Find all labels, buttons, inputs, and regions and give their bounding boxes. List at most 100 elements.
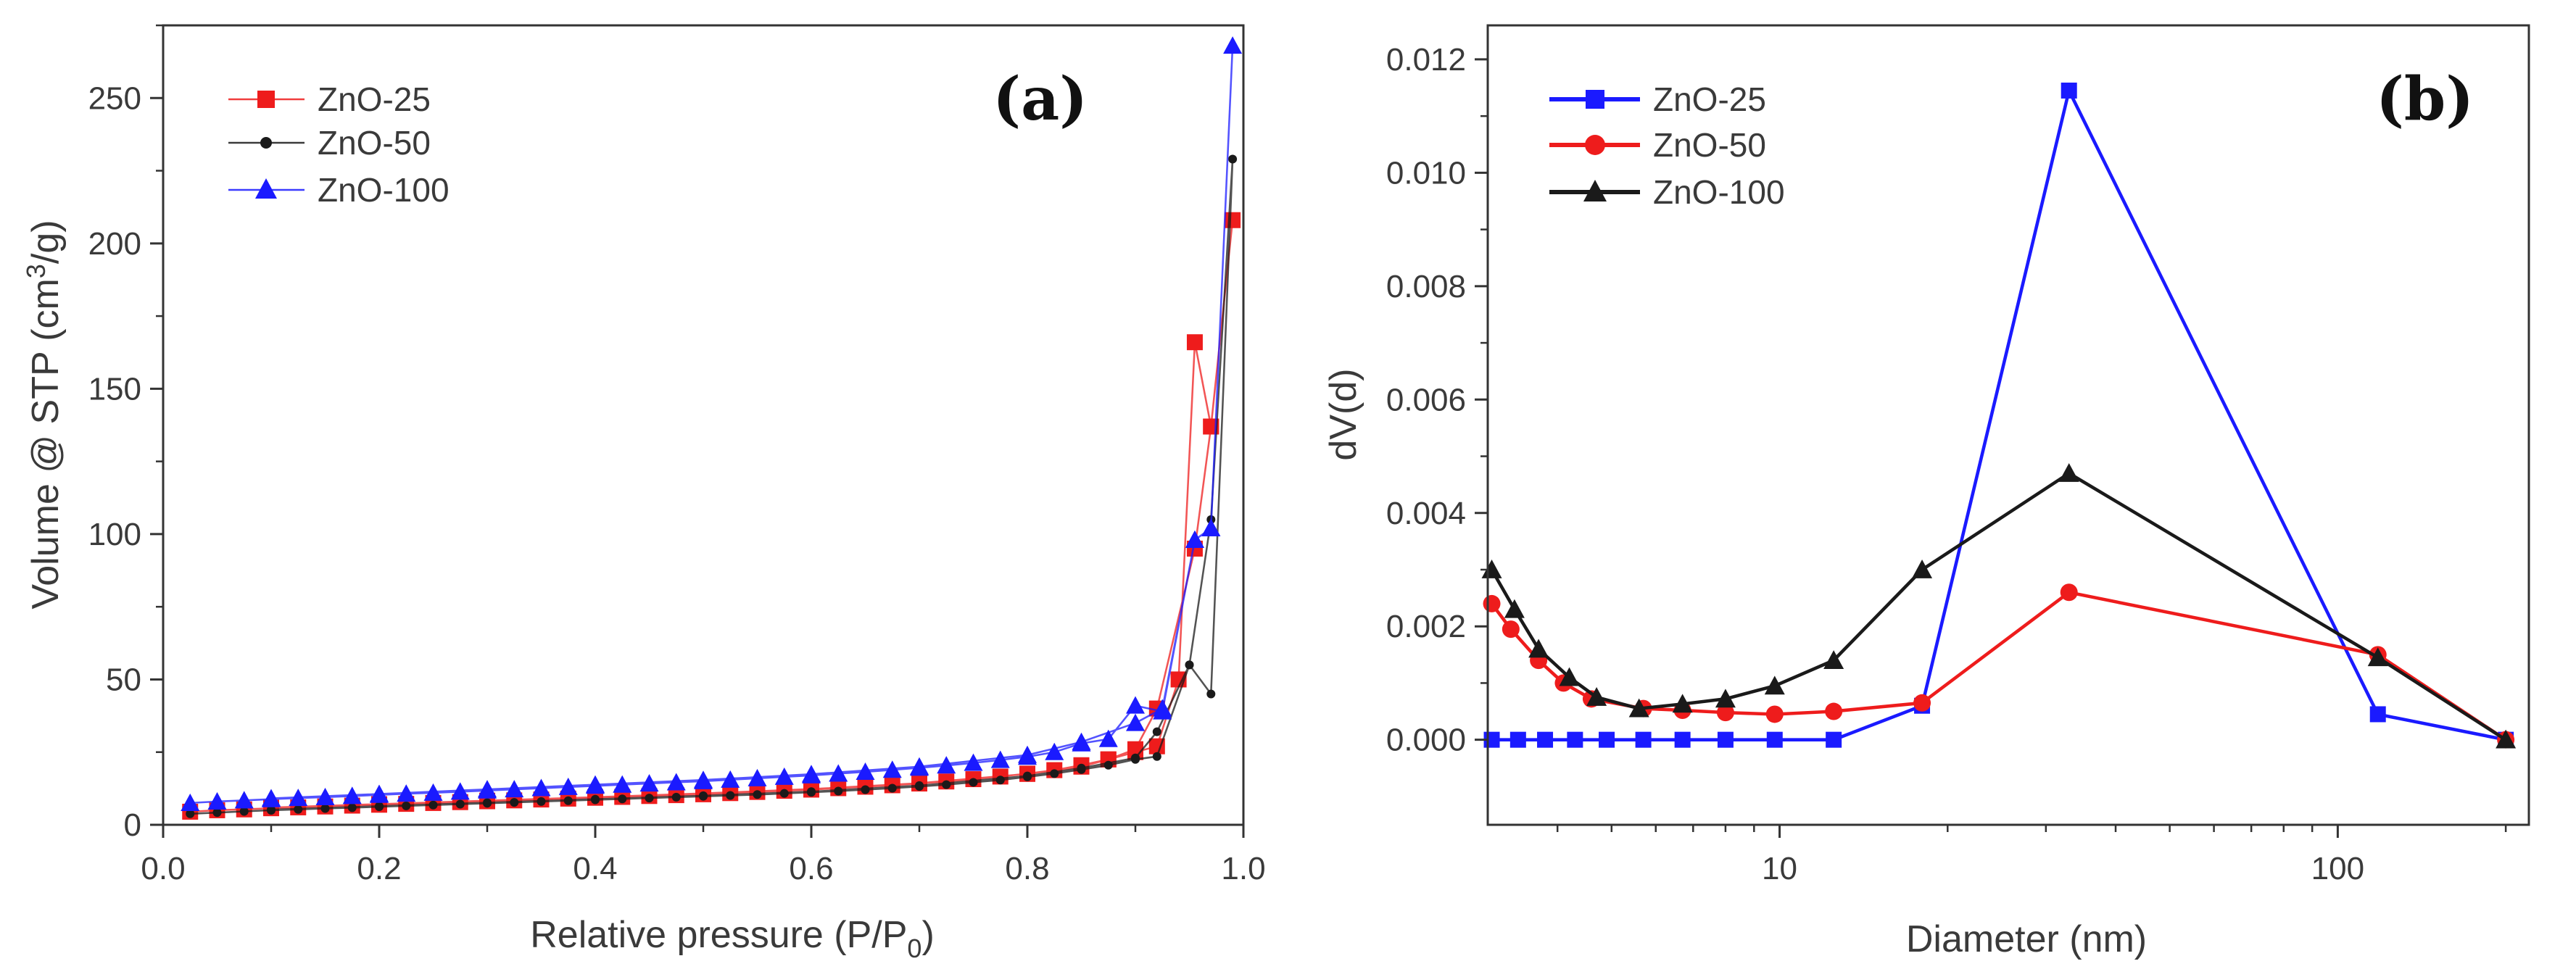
data-point [699, 791, 708, 800]
data-point [1912, 559, 1933, 578]
data-point [964, 753, 983, 771]
data-point [1186, 334, 1203, 351]
data-point [1023, 771, 1032, 781]
data-point [586, 775, 605, 793]
data-point [315, 787, 335, 805]
data-point [397, 784, 416, 802]
data-point [887, 783, 897, 793]
data-point [1509, 731, 1526, 748]
data-point [1018, 745, 1037, 763]
data-point [239, 807, 249, 816]
legend-label: ZnO-50 [1653, 126, 1766, 164]
legend-marker-triangle [1583, 180, 1607, 201]
y-tick-label: 0.010 [1386, 155, 1466, 191]
data-point [2058, 462, 2079, 482]
data-point [753, 790, 762, 799]
data-point [1185, 660, 1194, 670]
data-point [294, 805, 303, 814]
data-point [694, 770, 713, 789]
y-tick-label: 0 [124, 807, 141, 843]
data-point [1528, 639, 1549, 658]
data-point [1126, 696, 1145, 714]
x-tick-label: 0.8 [1005, 851, 1049, 886]
data-point [1599, 731, 1615, 748]
data-point [1152, 752, 1161, 761]
data-point [834, 786, 843, 796]
data-point [1131, 753, 1140, 762]
data-point [2061, 82, 2077, 99]
legend-label: ZnO-25 [318, 80, 431, 118]
data-point [1628, 698, 1649, 718]
data-point [618, 794, 627, 804]
data-point [2060, 583, 2078, 602]
data-point [1098, 729, 1118, 747]
panel-b-legend: ZnO-25 ZnO-50 ZnO-100 [1549, 80, 1785, 211]
data-point [856, 762, 875, 781]
legend-marker-square [257, 91, 275, 108]
data-point [181, 793, 200, 811]
data-point [483, 798, 492, 807]
data-point [455, 799, 465, 809]
data-point [726, 791, 735, 800]
series-zno-25 [182, 212, 1241, 820]
data-point [1153, 699, 1172, 717]
data-point [645, 794, 654, 803]
data-point [591, 794, 600, 804]
legend-label: ZnO-50 [318, 124, 431, 162]
data-point [1148, 738, 1165, 754]
x-tick-label: 10 [1762, 851, 1797, 886]
data-point [1223, 36, 1243, 54]
data-point [882, 760, 902, 778]
y-tick-label: 50 [106, 662, 141, 697]
data-point [774, 767, 794, 785]
data-point [289, 789, 308, 807]
legend-item-zno-25: ZnO-25 [1549, 80, 1766, 118]
data-point [1126, 713, 1145, 731]
data-point [1504, 599, 1525, 618]
data-point [1201, 518, 1221, 536]
data-point [370, 784, 389, 802]
panel-b-label: (b) [2376, 65, 2474, 134]
legend-marker-circle [1585, 135, 1605, 155]
x-tick-label: 0.2 [357, 851, 401, 886]
data-point [990, 750, 1010, 768]
panel-b-series-layer [1481, 82, 2517, 749]
panel-a-isotherm-chart: 0.0 0.2 0.4 0.6 0.8 1.0 0 50 100 150 200 250 (a) Re… [21, 24, 1266, 963]
data-point [1766, 731, 1783, 748]
x-tick-label: 100 [2311, 851, 2364, 886]
data-point [1823, 650, 1844, 670]
x-tick-label: 0.0 [141, 851, 185, 886]
data-point [347, 803, 357, 812]
data-point [802, 765, 821, 783]
data-point [1913, 694, 1931, 712]
y-tick-label: 0.008 [1386, 269, 1466, 304]
data-point [779, 789, 789, 798]
data-point [1152, 727, 1161, 736]
series-zno-50 [1483, 583, 2515, 749]
data-point [207, 791, 227, 810]
legend-item-zno-100: ZnO-100 [1549, 173, 1785, 211]
data-point [1072, 732, 1091, 750]
data-point [2369, 706, 2386, 723]
data-point [342, 786, 362, 805]
y-tick-label: 0.002 [1386, 609, 1466, 644]
data-point [563, 796, 573, 805]
data-point [423, 783, 443, 801]
panel-a-x-axis-label: Relative pressure (P/P0) [530, 914, 935, 963]
data-point [531, 778, 551, 797]
series-zno-50 [186, 154, 1238, 818]
data-point [262, 789, 281, 807]
data-point [671, 792, 681, 802]
x-tick-label: 0.4 [573, 851, 617, 886]
legend-marker-dot [260, 137, 272, 149]
data-point [1672, 694, 1693, 713]
data-point [937, 756, 956, 774]
panel-a-legend: ZnO-25 ZnO-50 ZnO-100 [228, 80, 450, 209]
data-point [1716, 704, 1734, 722]
data-point [1765, 705, 1784, 723]
data-point [537, 797, 546, 806]
x-tick-label: 0.6 [789, 851, 833, 886]
data-point [1077, 763, 1086, 773]
panel-a-series-layer [181, 36, 1243, 820]
x-tick-label: 1.0 [1221, 851, 1265, 886]
